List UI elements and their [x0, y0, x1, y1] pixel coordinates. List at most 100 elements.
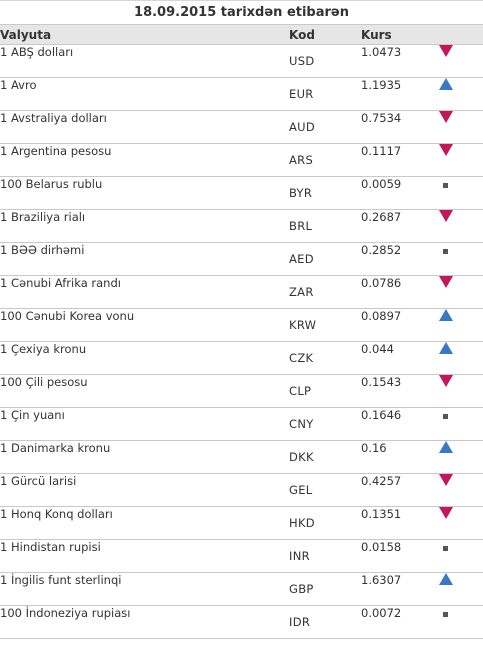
date-title: 18.09.2015 tarixdən etibarən	[0, 1, 483, 25]
table-row: 1 Avro EUR 1.1935	[0, 78, 483, 111]
currency-name: 1 Cənubi Afrika randı	[0, 276, 289, 309]
trend-flat-icon	[443, 612, 448, 617]
trend-cell	[439, 507, 483, 540]
trend-cell	[439, 243, 483, 276]
currency-name: 1 ABŞ dolları	[0, 45, 289, 78]
currency-name: 1 İngilis funt sterlinqi	[0, 573, 289, 606]
currency-code: GBP	[289, 573, 361, 606]
trend-cell	[439, 408, 483, 441]
table-row: 1 Honq Konq dolları HKD 0.1351	[0, 507, 483, 540]
table-row: 1 Argentina pesosu ARS 0.1117	[0, 144, 483, 177]
table-row: 1 Hindistan rupisi INR 0.0158	[0, 540, 483, 573]
table-row: 100 İndoneziya rupiası IDR 0.0072	[0, 606, 483, 639]
column-header-trend	[439, 25, 483, 45]
trend-cell	[439, 78, 483, 111]
table-row: 1 İngilis funt sterlinqi GBP 1.6307	[0, 573, 483, 606]
trend-cell	[439, 540, 483, 573]
currency-name: 1 Çin yuanı	[0, 408, 289, 441]
currency-name: 100 Cənubi Korea vonu	[0, 309, 289, 342]
trend-cell	[439, 342, 483, 375]
currency-name: 100 Çili pesosu	[0, 375, 289, 408]
exchange-rate: 0.0897	[361, 309, 439, 342]
currency-code: HKD	[289, 507, 361, 540]
trend-cell	[439, 573, 483, 606]
currency-name: 1 Avro	[0, 78, 289, 111]
currency-code: INR	[289, 540, 361, 573]
table-row: 1 Çin yuanı CNY 0.1646	[0, 408, 483, 441]
currency-code: GEL	[289, 474, 361, 507]
trend-down-icon	[439, 144, 453, 156]
trend-down-icon	[439, 276, 453, 288]
exchange-rate: 0.1117	[361, 144, 439, 177]
trend-cell	[439, 276, 483, 309]
exchange-rate: 0.2852	[361, 243, 439, 276]
trend-down-icon	[439, 474, 453, 486]
column-header-currency: Valyuta	[0, 25, 289, 45]
exchange-rate: 1.6307	[361, 573, 439, 606]
currency-code: BRL	[289, 210, 361, 243]
trend-cell	[439, 441, 483, 474]
column-header-rate: Kurs	[361, 25, 439, 45]
exchange-rate: 0.2687	[361, 210, 439, 243]
exchange-rate: 0.7534	[361, 111, 439, 144]
exchange-rate: 0.0158	[361, 540, 439, 573]
trend-down-icon	[439, 507, 453, 519]
currency-code: ZAR	[289, 276, 361, 309]
currency-name: 1 Braziliya rialı	[0, 210, 289, 243]
currency-code: AED	[289, 243, 361, 276]
currency-name: 1 Hindistan rupisi	[0, 540, 289, 573]
trend-flat-icon	[443, 546, 448, 551]
currency-code: AUD	[289, 111, 361, 144]
currency-name: 1 Honq Konq dolları	[0, 507, 289, 540]
currency-name: 1 Avstraliya dolları	[0, 111, 289, 144]
table-row: 1 Danimarka kronu DKK 0.16	[0, 441, 483, 474]
currency-code: DKK	[289, 441, 361, 474]
currency-code: IDR	[289, 606, 361, 639]
exchange-rate: 0.16	[361, 441, 439, 474]
trend-down-icon	[439, 375, 453, 387]
table-row: 1 BƏƏ dirhəmi AED 0.2852	[0, 243, 483, 276]
trend-up-icon	[439, 441, 453, 453]
trend-cell	[439, 177, 483, 210]
currency-code: CZK	[289, 342, 361, 375]
date-header-row: 18.09.2015 tarixdən etibarən	[0, 1, 483, 25]
trend-cell	[439, 309, 483, 342]
trend-down-icon	[439, 111, 453, 123]
trend-cell	[439, 210, 483, 243]
currency-name: 100 İndoneziya rupiası	[0, 606, 289, 639]
table-row: 1 Cənubi Afrika randı ZAR 0.0786	[0, 276, 483, 309]
trend-cell	[439, 606, 483, 639]
exchange-rate: 0.4257	[361, 474, 439, 507]
exchange-rate: 0.1646	[361, 408, 439, 441]
trend-flat-icon	[443, 414, 448, 419]
trend-cell	[439, 45, 483, 78]
currency-code: CLP	[289, 375, 361, 408]
exchange-rate: 0.0786	[361, 276, 439, 309]
table-row: 100 Cənubi Korea vonu KRW 0.0897	[0, 309, 483, 342]
exchange-rate: 1.0473	[361, 45, 439, 78]
currency-name: 1 Argentina pesosu	[0, 144, 289, 177]
currency-code: EUR	[289, 78, 361, 111]
trend-flat-icon	[443, 183, 448, 188]
currency-code: KRW	[289, 309, 361, 342]
table-row: 1 Çexiya kronu CZK 0.044	[0, 342, 483, 375]
exchange-rate: 0.1543	[361, 375, 439, 408]
trend-cell	[439, 474, 483, 507]
currency-code: USD	[289, 45, 361, 78]
trend-cell	[439, 375, 483, 408]
exchange-rate: 0.0059	[361, 177, 439, 210]
currency-name: 1 Çexiya kronu	[0, 342, 289, 375]
rates-body: 1 ABŞ dolları USD 1.0473 1 Avro EUR 1.1935 1 A…	[0, 45, 483, 639]
column-header-code: Kod	[289, 25, 361, 45]
currency-name: 1 Danimarka kronu	[0, 441, 289, 474]
trend-cell	[439, 111, 483, 144]
currency-name: 100 Belarus rublu	[0, 177, 289, 210]
table-row: 1 Braziliya rialı BRL 0.2687	[0, 210, 483, 243]
currency-code: CNY	[289, 408, 361, 441]
exchange-rate: 0.0072	[361, 606, 439, 639]
table-row: 100 Çili pesosu CLP 0.1543	[0, 375, 483, 408]
table-row: 1 ABŞ dolları USD 1.0473	[0, 45, 483, 78]
trend-down-icon	[439, 210, 453, 222]
currency-code: BYR	[289, 177, 361, 210]
